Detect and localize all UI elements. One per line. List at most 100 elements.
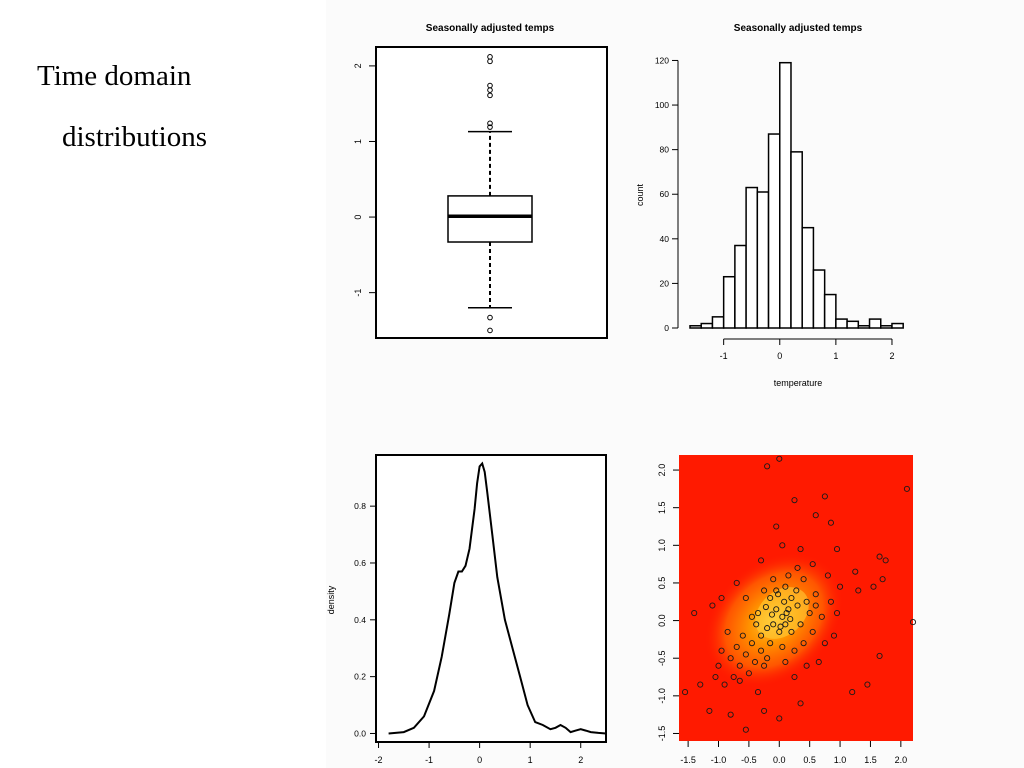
histogram: Seasonally adjusted temps -1 0 1 2020406080… (635, 23, 904, 388)
scatter-point (782, 583, 789, 590)
scatter-point (767, 594, 774, 602)
scatter-point (768, 611, 776, 618)
scatter-point (855, 587, 862, 594)
histogram-bar (880, 325, 893, 329)
histogram-bar (689, 325, 702, 329)
scatter-point (724, 628, 731, 635)
density-x-tick-label: -2 (375, 755, 383, 765)
scatter-plot: -1.5 -1.0 -0.5 0.0 0.5 1.0 1.5 2.0 -1.5 -1.0 -0.5 0… (657, 455, 917, 765)
histogram-bar (722, 275, 736, 329)
scatter-point (782, 621, 789, 628)
scatter-point (733, 579, 740, 586)
scatter-point (691, 610, 698, 617)
box-y-tick-label: 0 (353, 215, 363, 220)
box-y-tick-label: 2 (353, 63, 363, 68)
scatter-point (815, 658, 822, 666)
scatter-point (785, 606, 792, 613)
scatter-x-tick-label: 1.5 (864, 755, 877, 765)
box-y-tick-label: 1 (353, 139, 363, 144)
scatter-point (718, 594, 725, 602)
scatter-point (758, 557, 765, 564)
box-y-tick-label: -1 (353, 289, 363, 297)
scatter-point (782, 658, 789, 666)
scatter-point (788, 628, 795, 635)
scatter-point (864, 681, 871, 688)
density-y-axis-label: density (326, 585, 336, 614)
scatter-point (727, 711, 734, 718)
scatter-point (800, 640, 807, 647)
scatter-point (785, 572, 792, 579)
scatter-point (770, 576, 777, 583)
histogram-y-axis-label: count (635, 183, 645, 206)
scatter-point (852, 568, 859, 575)
histogram-x-tick-label: -1 (720, 351, 728, 361)
scatter-point (736, 677, 743, 684)
histogram-bar (700, 322, 714, 329)
scatter-point (787, 616, 794, 623)
scatter-point (824, 572, 831, 579)
density-x-tick-label: 2 (578, 755, 583, 765)
density-curve (388, 461, 607, 735)
scatter-point (797, 700, 804, 707)
scatter-point (712, 673, 719, 681)
scatter-point (783, 610, 790, 617)
scatter-point (876, 553, 883, 560)
scatter-point (794, 602, 801, 609)
histogram-bar (835, 318, 848, 329)
scatter-point (882, 557, 889, 564)
scatter-point (812, 512, 819, 519)
scatter-point (730, 673, 737, 681)
scatter-point (754, 610, 762, 617)
histogram-y-tick-label: 80 (660, 145, 670, 155)
scatter-y-tick-label: 1.5 (657, 501, 667, 514)
density-x-tick-label: 0 (477, 755, 482, 765)
scatter-point (767, 640, 774, 647)
scatter-point (809, 628, 816, 635)
scatter-point (742, 726, 749, 733)
scatter-point (779, 542, 786, 549)
scatter-point (709, 602, 716, 609)
scatter-point (806, 610, 813, 617)
scatter-point (748, 613, 755, 620)
scatter-point (791, 497, 798, 504)
scatter-point (849, 689, 856, 696)
histogram-bar (756, 191, 770, 329)
histogram-bar (801, 226, 815, 329)
scatter-point (761, 707, 768, 714)
scatter-point (779, 613, 786, 620)
histogram-x-axis-label: temperature (774, 378, 823, 388)
scatter-point (754, 689, 762, 696)
density-x-tick-label: -1 (425, 755, 433, 765)
scatter-y-tick-label: 2.0 (657, 464, 667, 477)
scatter-point (797, 621, 804, 628)
box-outlier-point (487, 120, 493, 127)
scatter-point (721, 681, 728, 688)
scatter-point (781, 598, 788, 605)
scatter-y-tick-label: -0.5 (657, 650, 667, 666)
scatter-point (697, 681, 704, 688)
scatter-point (751, 658, 759, 666)
scatter-point (777, 623, 784, 630)
density-x-tick-label: 1 (528, 755, 533, 765)
scatter-point (733, 643, 740, 650)
scatter-x-tick-label: 0.0 (773, 755, 786, 765)
scatter-x-tick-label: -1.5 (680, 755, 696, 765)
histogram-x-tick-label: 0 (777, 351, 782, 361)
box-outlier-point (487, 92, 493, 99)
scatter-point (837, 583, 844, 590)
histogram-bar (823, 293, 837, 329)
slide-title-line-1: Time domain (37, 60, 192, 92)
scatter-point (745, 670, 752, 677)
scatter-point (833, 546, 841, 553)
scatter-x-tick-label: -1.0 (711, 755, 727, 765)
scatter-point (706, 707, 713, 714)
scatter-point (761, 662, 768, 669)
scatter-point (764, 625, 771, 632)
scatter-point (788, 594, 795, 602)
scatter-point (775, 591, 782, 598)
histogram-y-tick-label: 20 (660, 278, 670, 288)
scatter-point (833, 610, 841, 617)
scatter-point (809, 561, 816, 568)
scatter-point (779, 643, 786, 650)
histogram-bar (790, 151, 803, 329)
